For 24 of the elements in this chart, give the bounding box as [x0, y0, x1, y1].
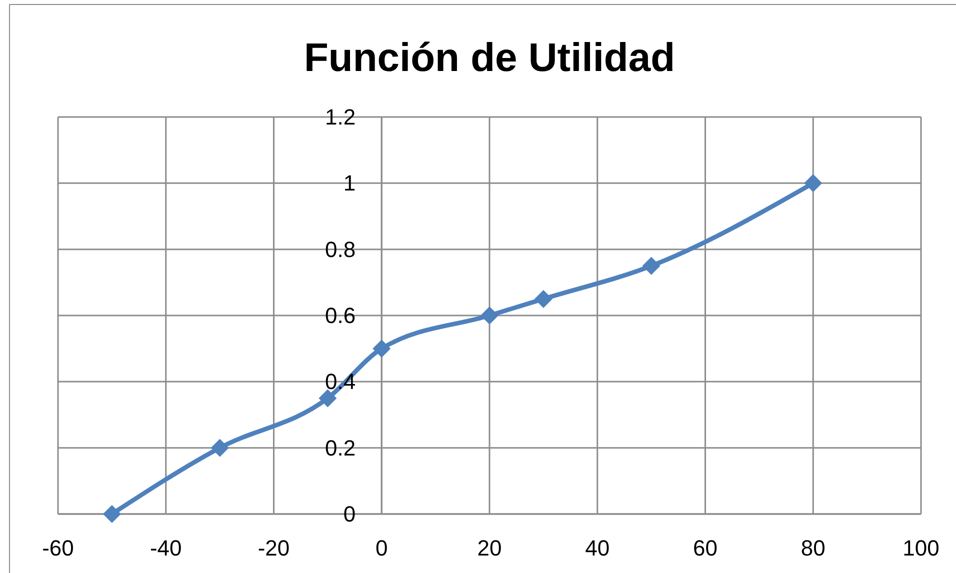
point	[102, 505, 121, 523]
chart-title: Función de Utilidad	[304, 36, 676, 80]
y-tick-label: 1	[343, 170, 356, 196]
x-tick-label: 80	[800, 536, 826, 560]
x-tick-label: 0	[376, 536, 388, 560]
point	[480, 306, 498, 324]
x-tick-label: 20	[477, 536, 502, 560]
point	[804, 174, 822, 192]
y-tick-label: 1.2	[325, 104, 356, 130]
x-tick-label: 60	[693, 536, 718, 560]
x-tick-label: 40	[585, 536, 610, 560]
point	[534, 290, 552, 308]
point	[642, 256, 660, 275]
point	[318, 389, 337, 408]
point	[372, 340, 391, 358]
y-tick-label: 0	[343, 502, 356, 526]
y-tick-label: 0.8	[325, 236, 356, 262]
y-tick-label: 0.2	[325, 435, 356, 460]
x-tick-label: -20	[258, 536, 290, 560]
x-tick-label: 100	[902, 536, 940, 560]
x-tick-label: -60	[42, 536, 74, 560]
point	[210, 438, 229, 457]
x-tick-label: -40	[150, 536, 182, 560]
y-tick-label: 0.6	[325, 303, 356, 328]
